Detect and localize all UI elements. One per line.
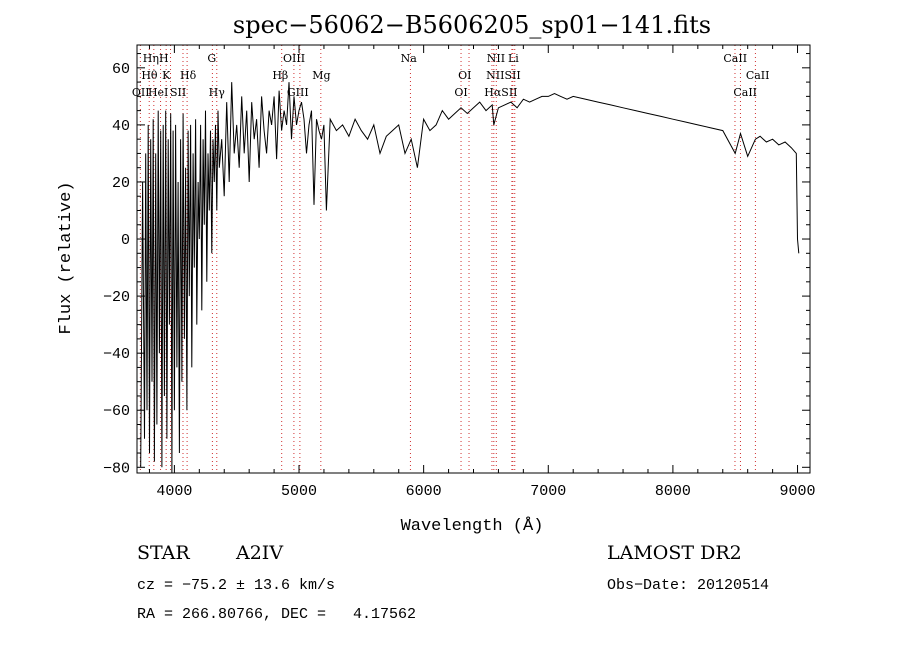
spectral-line-label: Hγ: [209, 86, 226, 99]
spectral-line-label: Li: [508, 52, 519, 65]
spectral-line-label: GIII: [287, 86, 309, 99]
spectral-line-label: Mg: [312, 69, 330, 82]
chart-title: spec−56062−B5606205_sp01−141.fits: [233, 11, 711, 39]
spectral-line-label: HαSII: [484, 86, 517, 99]
spectral-line-label: Na: [401, 52, 418, 65]
y-tick-label: 40: [112, 118, 130, 135]
x-tick-label: 4000: [156, 483, 192, 500]
spectral-line-label: OIII: [283, 52, 305, 65]
x-axis-label: Wavelength (Å): [401, 517, 544, 536]
spectral-line-label: HηH: [143, 52, 169, 65]
y-tick-label: 20: [112, 175, 130, 192]
spectral-line-label: OI: [454, 86, 467, 99]
spectral-line-label: Hδ: [180, 69, 197, 82]
spectral-line-label: G: [207, 52, 216, 65]
spectral-line-label: OII: [132, 86, 150, 99]
spectral-line-label: CaII: [723, 52, 747, 65]
spectral-line-label: Hθ: [141, 69, 158, 82]
y-tick-label: −60: [103, 403, 130, 420]
object-subclass: A2IV: [236, 542, 284, 564]
y-tick-label: 60: [112, 61, 130, 78]
spectrum-line: [140, 82, 800, 474]
y-tick-label: −20: [103, 289, 130, 306]
spectral-line-label: K: [162, 69, 171, 82]
ra-dec-coordinates: RA = 266.80766, DEC = 4.17562: [137, 606, 417, 623]
spectral-line-label: OI: [458, 69, 471, 82]
spectral-line-label: CaII: [746, 69, 770, 82]
x-tick-label: 7000: [530, 483, 566, 500]
spectral-line-label: HeI: [148, 86, 168, 99]
spectral-line-label: NIISII: [486, 69, 521, 82]
spectral-line-label: Hβ: [272, 69, 288, 82]
x-tick-label: 9000: [780, 483, 816, 500]
redshift-cz: cz = −75.2 ± 13.6 km/s: [137, 577, 336, 594]
object-class: STAR: [137, 542, 190, 564]
y-tick-label: −80: [103, 460, 130, 477]
x-tick-label: 5000: [281, 483, 317, 500]
obs-date: Obs−Date: 20120514: [607, 577, 770, 594]
plot-frame: [136, 44, 811, 474]
spectral-line-label: SII: [170, 86, 186, 99]
x-tick-label: 8000: [655, 483, 691, 500]
y-tick-label: 0: [121, 232, 130, 249]
plot-area: 4000 5000 6000 7000 8000 9000 −80 −60 −40 −20 0 20 4…: [103, 44, 816, 500]
spectral-line-label: NII: [487, 52, 505, 65]
y-tick-label: −40: [103, 346, 130, 363]
y-axis-label: Flux (relative): [57, 181, 76, 334]
spectral-line-label: CaII: [733, 86, 757, 99]
survey-name: LAMOST DR2: [607, 542, 742, 564]
x-tick-label: 6000: [406, 483, 442, 500]
